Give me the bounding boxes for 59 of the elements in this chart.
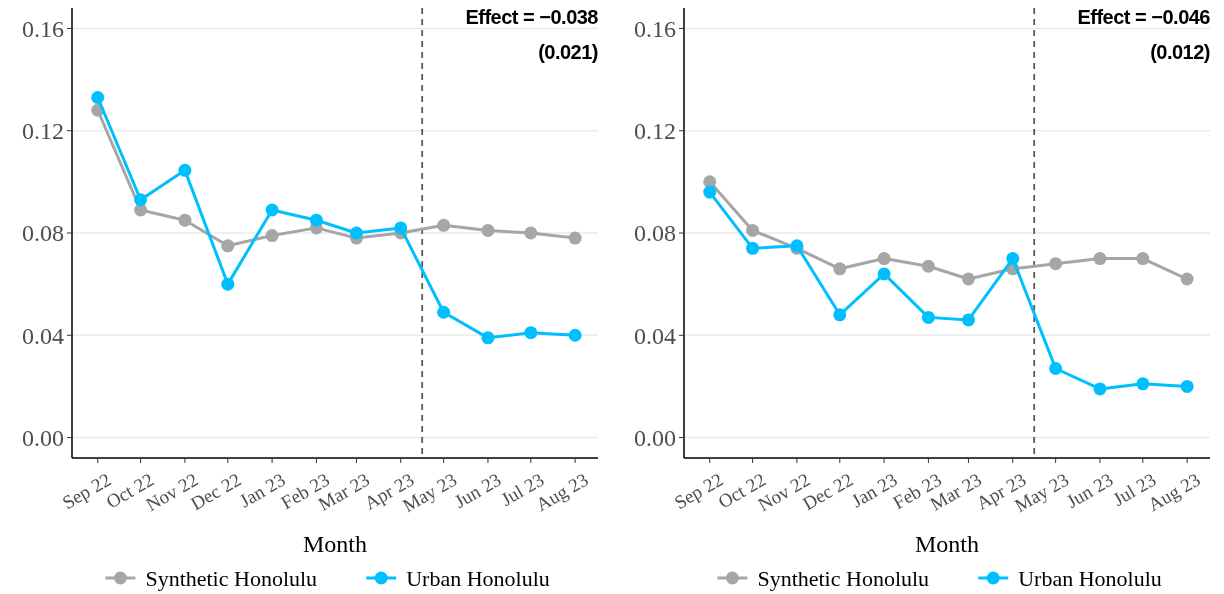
- point: [1180, 379, 1194, 393]
- point: [1093, 252, 1107, 266]
- point: [703, 185, 717, 199]
- point: [91, 90, 105, 104]
- point: [221, 239, 235, 253]
- point: [833, 308, 847, 322]
- point: [524, 326, 538, 340]
- legend-label: Urban Honolulu: [1018, 565, 1162, 591]
- y-tick-label: 0.08: [22, 220, 64, 247]
- point: [1180, 272, 1194, 286]
- point: [833, 262, 847, 276]
- point: [1093, 382, 1107, 396]
- annotation: Effect = −0.046: [1077, 6, 1211, 28]
- point: [877, 252, 891, 266]
- point: [437, 218, 451, 232]
- legend-label: Synthetic Honolulu: [757, 565, 930, 591]
- point: [309, 213, 323, 227]
- point: [437, 305, 451, 319]
- point: [568, 231, 582, 245]
- y-tick-label: 0.00: [634, 424, 676, 451]
- point: [178, 213, 192, 227]
- y-tick-label: 0.16: [22, 15, 64, 42]
- annotation: (0.012): [1150, 41, 1210, 63]
- point: [1136, 377, 1150, 391]
- annotation: (0.021): [538, 41, 598, 63]
- y-tick-label: 0.08: [634, 220, 676, 247]
- point: [394, 221, 408, 235]
- point: [746, 223, 760, 237]
- point: [221, 277, 235, 291]
- point: [481, 331, 495, 345]
- point: [1049, 257, 1063, 271]
- point: [961, 272, 975, 286]
- y-tick-label: 0.12: [634, 118, 676, 145]
- point: [265, 203, 279, 217]
- x-axis-title: Month: [302, 531, 368, 557]
- point: [961, 313, 975, 327]
- point: [524, 226, 538, 240]
- point: [746, 241, 760, 255]
- point: [1006, 252, 1020, 266]
- point: [568, 328, 582, 342]
- y-tick-label: 0.12: [22, 118, 64, 145]
- x-axis-title: Month: [914, 531, 980, 557]
- y-tick-label: 0.00: [22, 424, 64, 451]
- point: [921, 259, 935, 273]
- y-tick-label: 0.04: [634, 322, 676, 349]
- annotation: Effect = −0.038: [465, 6, 599, 28]
- point: [349, 226, 363, 240]
- point: [921, 310, 935, 324]
- y-tick-label: 0.04: [22, 322, 64, 349]
- point: [265, 229, 279, 243]
- point: [178, 163, 192, 177]
- y-tick-label: 0.16: [634, 15, 676, 42]
- legend-label: Urban Honolulu: [406, 565, 550, 591]
- point: [1136, 252, 1150, 266]
- point: [134, 193, 148, 207]
- point: [481, 223, 495, 237]
- point: [1049, 362, 1063, 376]
- point: [877, 267, 891, 281]
- legend-label: Synthetic Honolulu: [145, 565, 318, 591]
